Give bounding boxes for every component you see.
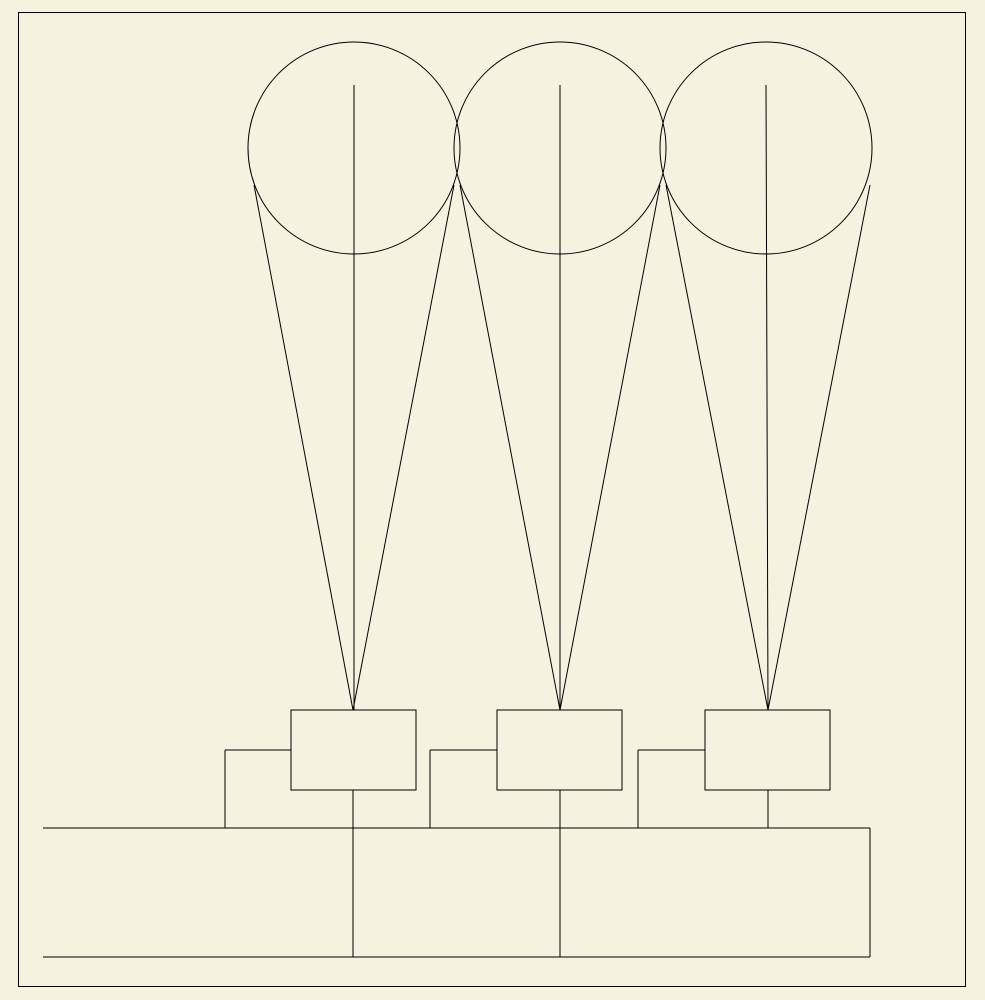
diagram-svg [0,0,985,1000]
